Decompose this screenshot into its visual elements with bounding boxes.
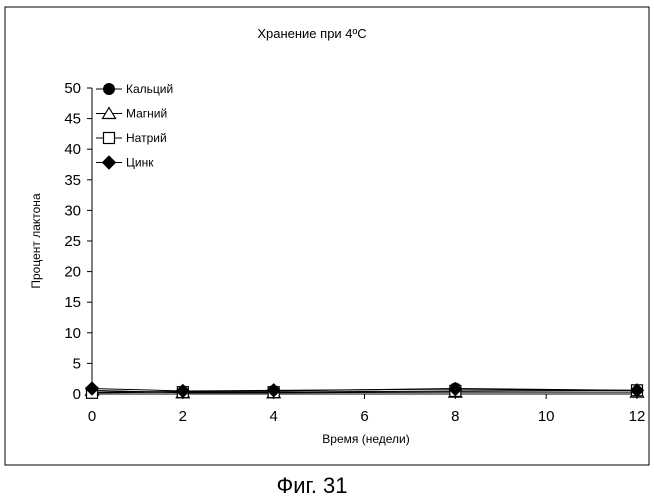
x-tick-label: 2 <box>179 408 187 425</box>
x-tick-label: 12 <box>629 408 646 425</box>
x-tick-label: 4 <box>269 408 277 425</box>
y-tick-label: 15 <box>64 294 81 311</box>
legend-label: Натрий <box>126 131 167 145</box>
y-tick-label: 0 <box>73 386 81 403</box>
legend-label: Цинк <box>126 156 154 170</box>
y-tick-label: 40 <box>64 141 81 158</box>
x-tick-label: 0 <box>88 408 96 425</box>
legend-label: Магний <box>126 107 167 121</box>
figure-caption: Фиг. 31 <box>276 473 347 498</box>
y-tick-label: 25 <box>64 233 81 250</box>
y-tick-label: 45 <box>64 111 81 128</box>
chart-frame <box>5 7 649 465</box>
x-tick-label: 10 <box>538 408 555 425</box>
y-tick-label: 10 <box>64 325 81 342</box>
y-tick-label: 5 <box>73 355 81 372</box>
x-tick-label: 6 <box>360 408 368 425</box>
y-tick-label: 30 <box>64 202 81 219</box>
chart-title: Хранение при 4ºC <box>257 26 366 41</box>
legend-marker <box>104 84 115 95</box>
series-lines <box>92 388 637 392</box>
y-tick-label: 20 <box>64 264 81 281</box>
legend-marker <box>103 156 116 169</box>
legend: Кальций Магний Натрий Цинк <box>96 82 173 170</box>
y-tick-label: 50 <box>64 80 81 97</box>
legend-label: Кальций <box>126 82 173 96</box>
y-axis-label: Процент лактона <box>29 193 43 289</box>
x-axis-label: Время (недели) <box>322 432 409 446</box>
legend-marker <box>104 133 115 144</box>
y-tick-label: 35 <box>64 172 81 189</box>
x-tick-label: 8 <box>451 408 459 425</box>
